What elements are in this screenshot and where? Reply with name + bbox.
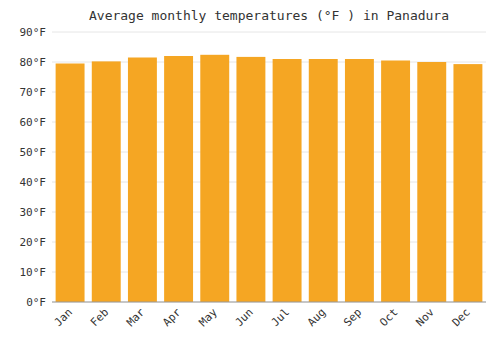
bar [56,64,85,303]
title: Average monthly temperatures (°F ) in Pa… [89,8,449,23]
x-tick-label: Oct [377,306,400,329]
bar [164,56,193,302]
x-tick-label: Feb [88,306,111,329]
bar [92,61,121,302]
bar [128,58,157,303]
x-tick-label: Jun [233,306,256,329]
bar [381,61,410,303]
x-tick-label: Jul [269,306,292,329]
bar [273,59,302,302]
x-tick-label: Apr [160,305,184,329]
y-tick-label: 70°F [20,86,47,99]
bars [56,55,483,302]
bar [236,57,265,302]
y-tick-label: 20°F [20,236,47,249]
y-tick-label: 40°F [20,176,47,189]
y-tick-label: 90°F [20,26,47,39]
grid-line [52,32,486,33]
y-tick-label: 30°F [20,206,47,219]
y-tick-label: 60°F [20,116,47,129]
x-tick-label: May [196,305,220,329]
y-tick-label: 0°F [26,296,46,309]
x-tick-label: Nov [413,305,437,329]
x-axis [52,302,486,303]
bar [309,59,338,302]
x-tick-label: Jan [52,306,75,329]
bar [453,64,482,302]
y-tick-label: 50°F [20,146,47,159]
x-tick-label: Sep [341,306,364,329]
y-tick-label: 10°F [20,266,47,279]
x-tick-label: Dec [450,306,473,329]
x-tick-label: Mar [124,305,148,329]
grid [52,32,486,302]
grid-line [52,302,486,303]
chart: 0°F 10°F 20°F 30°F 40°F 50°F 60°F 70°F 80°F 90°F J… [0,0,500,350]
bar [200,55,229,302]
bar [345,59,374,302]
bar [417,62,446,302]
x-tick-label: Aug [305,306,328,329]
y-tick-label: 80°F [20,56,47,69]
